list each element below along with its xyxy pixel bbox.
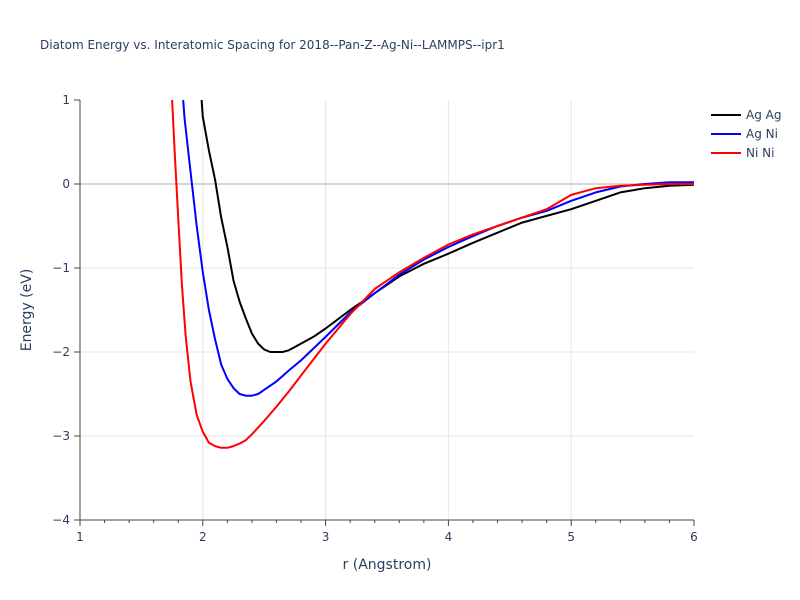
x-tick-label: 5	[567, 530, 575, 544]
y-tick-label: 1	[62, 93, 70, 107]
x-tick-label: 2	[199, 530, 207, 544]
series-group	[171, 100, 694, 449]
y-axis-label: Energy (eV)	[19, 269, 35, 352]
y-tick-label: −2	[52, 345, 70, 359]
series-line-ag-ag[interactable]	[200, 100, 694, 353]
series-line-ag-ni[interactable]	[182, 100, 694, 397]
axes: 1 2 3 4 5 6 −4 −3 −2 −1 0 1	[52, 93, 698, 544]
grid	[80, 100, 694, 520]
legend-item-ag-ag[interactable]: Ag Ag	[711, 108, 781, 122]
legend[interactable]: Ag Ag Ag Ni Ni Ni	[711, 108, 781, 160]
legend-item-ni-ni[interactable]: Ni Ni	[711, 146, 774, 160]
x-tick-label: 4	[445, 530, 453, 544]
x-tick-label: 3	[322, 530, 330, 544]
y-tick-label: −4	[52, 513, 70, 527]
series-line-ni-ni[interactable]	[171, 100, 694, 449]
legend-label: Ag Ni	[746, 127, 778, 141]
legend-label: Ag Ag	[746, 108, 781, 122]
y-tick-label: −1	[52, 261, 70, 275]
y-tick-label: 0	[62, 177, 70, 191]
x-axis-label: r (Angstrom)	[343, 557, 432, 573]
chart-title: Diatom Energy vs. Interatomic Spacing fo…	[40, 38, 505, 52]
legend-label: Ni Ni	[746, 146, 774, 160]
y-tick-label: −3	[52, 429, 70, 443]
legend-item-ag-ni[interactable]: Ag Ni	[711, 127, 778, 141]
x-tick-label: 1	[76, 530, 84, 544]
x-tick-label: 6	[690, 530, 698, 544]
